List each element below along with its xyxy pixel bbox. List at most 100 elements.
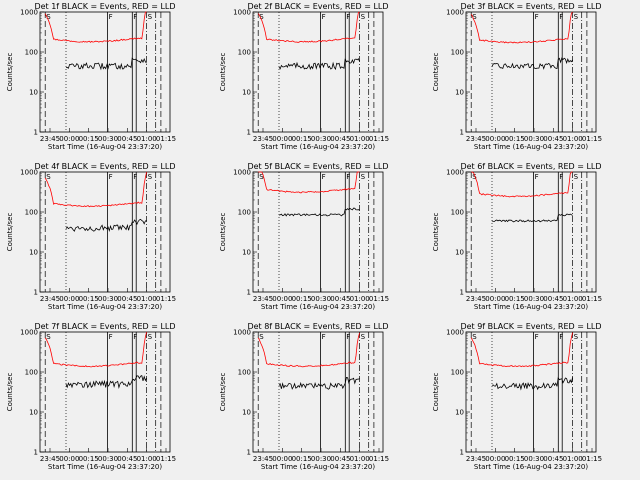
events-series-line (65, 57, 147, 71)
y-tick-label: 1 (34, 129, 38, 137)
lld-series-line (258, 171, 360, 194)
y-tick-label: 1 (460, 129, 464, 137)
y-tick-label: 1000 (20, 9, 38, 17)
x-tick-label: 00:15 (79, 135, 99, 143)
x-axis-title: Start Time (16-Aug-04 23:37:20) (474, 303, 588, 311)
x-tick-label: 00:30 (524, 455, 544, 463)
x-tick-label: 01:15 (582, 135, 602, 143)
y-axis-title: Counts/sec (219, 213, 227, 252)
marker-label: S (148, 173, 153, 181)
marker-label: S (46, 173, 51, 181)
y-tick-label: 1000 (20, 329, 38, 337)
marker-label: S (472, 13, 477, 21)
x-tick-label: 00:15 (505, 295, 525, 303)
x-tick-label: 00:15 (505, 455, 525, 463)
lld-series-line (44, 331, 147, 368)
x-axis-title: Start Time (16-Aug-04 23:37:20) (48, 303, 162, 311)
y-tick-label: 10 (455, 409, 464, 417)
x-tick-label: 01:15 (156, 455, 176, 463)
marker-label: S (574, 333, 579, 341)
y-tick-label: 100 (451, 49, 464, 57)
x-tick-label: 00:00 (485, 295, 505, 303)
chart-title: Det 4f BLACK = Events, RED = LLD (34, 162, 175, 171)
events-series-line (491, 376, 573, 391)
y-tick-label: 1 (247, 289, 251, 297)
x-tick-label: 00:00 (59, 135, 79, 143)
x-tick-label: 00:30 (98, 295, 118, 303)
x-tick-label: 00:15 (292, 135, 312, 143)
lld-series-line (257, 332, 360, 368)
marker-label: S (361, 333, 366, 341)
y-tick-label: 100 (25, 209, 38, 217)
x-axis-title: Start Time (16-Aug-04 23:37:20) (48, 463, 162, 471)
marker-label: S (259, 333, 264, 341)
events-series-line (65, 218, 147, 232)
y-tick-label: 1 (34, 289, 38, 297)
marker-label: F (535, 173, 539, 181)
y-axis-title: Counts/sec (219, 373, 227, 412)
y-tick-label: 1000 (233, 9, 251, 17)
y-tick-label: 1 (460, 289, 464, 297)
chart-title: Det 8f BLACK = Events, RED = LLD (247, 322, 388, 331)
y-tick-label: 10 (29, 249, 38, 257)
y-tick-label: 1000 (446, 169, 464, 177)
x-tick-label: 01:00 (563, 295, 583, 303)
plot-frame (39, 331, 171, 453)
y-axis-title: Counts/sec (6, 213, 14, 252)
x-tick-label: 00:45 (330, 295, 350, 303)
y-tick-label: 10 (242, 249, 251, 257)
chart-title: Det 9f BLACK = Events, RED = LLD (460, 322, 601, 331)
x-axis-title: Start Time (16-Aug-04 23:37:20) (261, 463, 375, 471)
x-tick-label: 00:00 (485, 455, 505, 463)
y-tick-label: 1000 (446, 329, 464, 337)
y-tick-label: 1000 (233, 329, 251, 337)
x-tick-label: 00:15 (292, 295, 312, 303)
x-tick-label: 00:00 (59, 295, 79, 303)
chart-title: Det 6f BLACK = Events, RED = LLD (460, 162, 601, 171)
marker-label: S (259, 173, 264, 181)
chart-panel-8: Det 8f BLACK = Events, RED = LLD 1 10 100 10… (219, 322, 389, 471)
marker-label: S (46, 333, 51, 341)
chart-title: Det 2f BLACK = Events, RED = LLD (247, 2, 388, 11)
x-tick-label: 23:45 (253, 295, 273, 303)
x-tick-label: 00:00 (59, 455, 79, 463)
x-tick-label: 23:45 (253, 455, 273, 463)
y-tick-label: 10 (455, 89, 464, 97)
x-tick-label: 00:30 (311, 295, 331, 303)
marker-label: F (535, 13, 539, 21)
marker-label: F (109, 333, 113, 341)
marker-label: S (148, 333, 153, 341)
x-tick-label: 00:45 (543, 135, 563, 143)
events-series-line (491, 57, 573, 70)
plot-frame (465, 171, 597, 293)
lld-series-line (470, 332, 573, 368)
chart-title: Det 7f BLACK = Events, RED = LLD (34, 322, 175, 331)
marker-label: F (109, 173, 113, 181)
x-axis-title: Start Time (16-Aug-04 23:37:20) (474, 463, 588, 471)
marker-label: F (109, 13, 113, 21)
x-tick-label: 00:30 (98, 455, 118, 463)
x-tick-label: 00:30 (98, 135, 118, 143)
marker-label: F (322, 333, 326, 341)
marker-label: S (148, 13, 153, 21)
events-series-line (278, 377, 360, 390)
plot-frame (465, 331, 597, 453)
lld-series-line (44, 11, 147, 43)
lld-series-line (471, 171, 573, 198)
x-tick-label: 23:45 (40, 135, 60, 143)
y-tick-label: 100 (238, 369, 251, 377)
plot-frame (39, 171, 171, 293)
marker-label: F (559, 173, 563, 181)
x-tick-label: 01:15 (369, 135, 389, 143)
x-tick-label: 01:00 (350, 135, 370, 143)
events-series-line (65, 375, 147, 389)
y-axis-title: Counts/sec (6, 53, 14, 92)
y-tick-label: 1 (460, 449, 464, 457)
chart-title: Det 5f BLACK = Events, RED = LLD (247, 162, 388, 171)
x-tick-label: 23:45 (466, 295, 486, 303)
x-tick-label: 00:00 (272, 295, 292, 303)
lld-series-line (44, 171, 147, 208)
x-tick-label: 00:30 (311, 455, 331, 463)
marker-label: F (346, 13, 350, 21)
x-axis-title: Start Time (16-Aug-04 23:37:20) (48, 143, 162, 151)
